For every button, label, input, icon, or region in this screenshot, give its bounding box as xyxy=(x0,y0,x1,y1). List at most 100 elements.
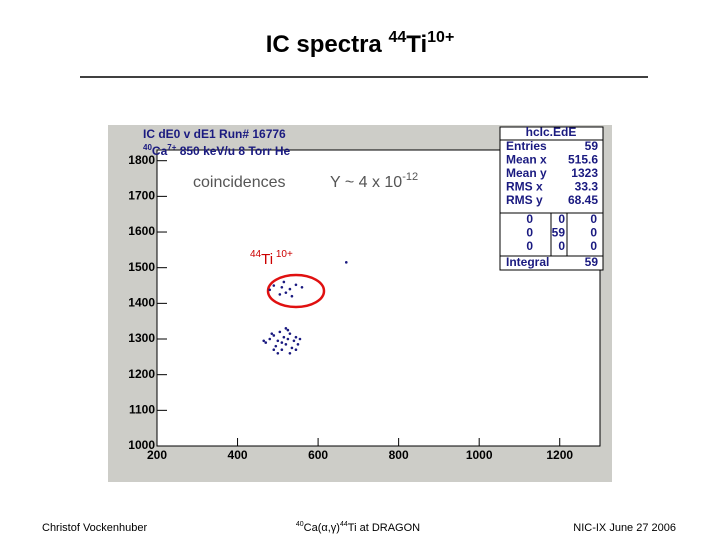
sup: 40 xyxy=(143,143,152,152)
point xyxy=(272,348,276,352)
slide-title: IC spectra 44Ti10+ xyxy=(266,29,455,58)
point xyxy=(274,344,278,348)
stats-label: RMS y xyxy=(506,193,543,207)
footer-text: Ca(α,γ) xyxy=(304,522,340,534)
point xyxy=(294,283,298,287)
point xyxy=(344,261,348,264)
point xyxy=(290,346,294,350)
chart-subtitle: 40Ca7+ 850 keV/u 8 Torr He xyxy=(143,143,291,158)
x-tick-label: 1200 xyxy=(546,448,573,462)
point xyxy=(288,351,292,355)
sup: 10+ xyxy=(273,249,293,260)
stats-value: 1323 xyxy=(571,166,598,180)
point xyxy=(298,337,302,341)
stats-label: RMS x xyxy=(506,180,543,194)
stats-cell: 0 xyxy=(590,226,597,240)
point xyxy=(278,293,282,296)
stats-value: 33.3 xyxy=(575,180,599,194)
point xyxy=(300,286,304,289)
stats-title: hcIc.EdE xyxy=(526,125,577,139)
y-tick-label: 1100 xyxy=(129,403,155,417)
stats-cell: 0 xyxy=(590,212,597,226)
title-text: IC spectra xyxy=(266,31,389,58)
sup: 40 xyxy=(296,521,304,528)
footer-left: Christof Vockenhuber xyxy=(42,522,148,534)
x-tick-label: 800 xyxy=(389,448,409,462)
point xyxy=(280,286,284,289)
point xyxy=(276,339,280,343)
point xyxy=(280,341,284,344)
annotation: 44Ti 10+ xyxy=(250,249,293,268)
stats-value: 68.45 xyxy=(568,193,598,207)
x-tick-label: 600 xyxy=(308,448,328,462)
annotation: Y ~ 4 x 10-12 xyxy=(330,171,418,191)
point xyxy=(292,339,296,343)
title-sup: 10+ xyxy=(427,29,454,46)
stats-cell: 0 xyxy=(558,239,565,253)
stats-label: Integral xyxy=(506,255,549,269)
sup: 7+ xyxy=(167,143,176,152)
stats-value: 59 xyxy=(585,139,599,153)
point xyxy=(288,332,292,335)
y-tick-label: 1200 xyxy=(128,367,155,381)
sup: -12 xyxy=(402,171,418,183)
point xyxy=(272,284,276,287)
point xyxy=(284,343,288,346)
point xyxy=(264,341,268,344)
point xyxy=(268,337,272,341)
elem: Ti xyxy=(261,251,273,268)
stats-cell: 0 xyxy=(526,226,533,240)
title-elem: Ti xyxy=(406,31,427,58)
point xyxy=(282,280,286,284)
stats-cell: 0 xyxy=(558,212,565,226)
y-tick-label: 1300 xyxy=(128,331,155,345)
x-tick-label: 400 xyxy=(228,448,248,462)
point xyxy=(276,351,280,355)
y-tick-label: 1600 xyxy=(128,224,155,238)
elem: Ca xyxy=(152,144,168,158)
point xyxy=(284,291,288,294)
stats-value: 59 xyxy=(585,255,599,269)
y-tick-label: 1500 xyxy=(128,260,155,274)
y-tick-label: 1700 xyxy=(128,189,155,203)
footer-center: 40Ca(α,γ)44Ti at DRAGON xyxy=(296,521,420,534)
stats-cell: 0 xyxy=(526,239,533,253)
point xyxy=(284,327,288,330)
point xyxy=(272,334,276,337)
stats-value: 515.6 xyxy=(568,153,598,167)
sup: 44 xyxy=(340,521,348,528)
title-sup: 44 xyxy=(388,29,406,46)
stats-cell: 0 xyxy=(526,212,533,226)
footer-right: NIC-IX June 27 2006 xyxy=(573,522,676,534)
point xyxy=(268,288,272,292)
sup: 44 xyxy=(250,249,262,260)
point xyxy=(290,294,294,298)
stats-box: hcIc.EdE Entries 59 Mean x 515.6 Mean y 1323 R… xyxy=(499,125,604,271)
stats-label: Entries xyxy=(506,139,547,153)
point xyxy=(294,348,298,352)
stats-cell: 0 xyxy=(590,239,597,253)
stats-label: Mean y xyxy=(506,166,547,180)
point xyxy=(280,348,284,352)
y-tick-label: 1000 xyxy=(128,438,155,452)
subtitle-rest: 850 keV/u 8 Torr He xyxy=(176,144,290,158)
point xyxy=(262,339,266,343)
point xyxy=(270,332,274,335)
point xyxy=(294,335,298,339)
stats-label: Mean x xyxy=(506,153,547,167)
footer-text: Ti at DRAGON xyxy=(348,522,420,534)
point xyxy=(282,335,286,339)
yield: Y ~ 4 x 10 xyxy=(330,174,402,191)
chart-title: IC dE0 v dE1 Run# 16776 xyxy=(143,127,286,141)
point xyxy=(296,343,300,346)
y-tick-label: 1400 xyxy=(128,296,155,310)
stats-cell: 59 xyxy=(552,226,566,240)
x-tick-label: 1000 xyxy=(466,448,493,462)
point xyxy=(286,328,290,332)
point xyxy=(286,337,290,341)
point xyxy=(288,287,292,291)
highlight-ellipse xyxy=(266,273,326,309)
point xyxy=(278,330,282,334)
x-tick-label: 200 xyxy=(147,448,167,462)
